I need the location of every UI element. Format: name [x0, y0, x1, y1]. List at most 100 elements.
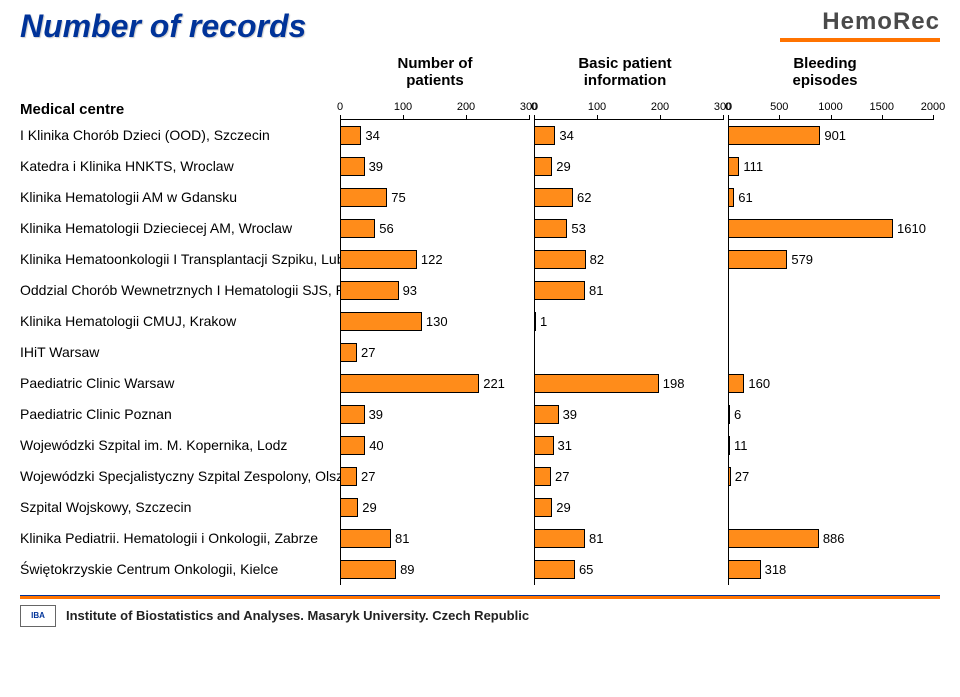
bar-value: 130: [426, 314, 448, 329]
table-row: IHiT Warsaw27: [20, 337, 940, 368]
bar: [340, 281, 399, 300]
data-rows: I Klinika Chorób Dzieci (OOD), Szczecin3…: [20, 120, 940, 585]
cell-baseline: [534, 244, 535, 275]
cell-baseline: [340, 120, 341, 151]
table-row: Świętokrzyskie Centrum Onkologii, Kielce…: [20, 554, 940, 585]
chart-cell: 1: [534, 306, 724, 337]
bar-value: 31: [558, 438, 572, 453]
bar: [340, 343, 357, 362]
bar-value: 75: [391, 190, 405, 205]
cell-baseline: [534, 213, 535, 244]
row-label: Klinika Hematologii AM w Gdansku: [20, 189, 340, 205]
table-row: I Klinika Chorób Dzieci (OOD), Szczecin3…: [20, 120, 940, 151]
chart-cell: 6: [728, 399, 934, 430]
chart-cell: 122: [340, 244, 530, 275]
bar: [534, 126, 555, 145]
chart-cell: 111: [728, 151, 934, 182]
chart-cell: 31: [534, 430, 724, 461]
cell-baseline: [340, 337, 341, 368]
chart-cell: 82: [534, 244, 724, 275]
chart-cell: 27: [728, 461, 934, 492]
bar: [340, 467, 357, 486]
cell-baseline: [340, 151, 341, 182]
chart-cell: 56: [340, 213, 530, 244]
bar-value: 901: [824, 128, 846, 143]
cell-baseline: [340, 368, 341, 399]
bar: [728, 374, 744, 393]
cell-baseline: [340, 399, 341, 430]
cell-baseline: [728, 120, 729, 151]
bar-value: 579: [791, 252, 813, 267]
bar-value: 81: [589, 531, 603, 546]
chart-cell: 1610: [728, 213, 934, 244]
logo-text: HemoRec: [780, 8, 940, 36]
bar: [728, 560, 761, 579]
bar-value: 29: [556, 159, 570, 174]
row-label: Świętokrzyskie Centrum Onkologii, Kielce: [20, 561, 340, 577]
chart-cell: 160: [728, 368, 934, 399]
bar-value: 81: [395, 531, 409, 546]
chart-cell: [728, 306, 934, 337]
table-row: Klinika Hematoonkologii I Transplantacji…: [20, 244, 940, 275]
cell-baseline: [728, 244, 729, 275]
bar: [534, 467, 551, 486]
cell-baseline: [340, 430, 341, 461]
cell-baseline: [340, 492, 341, 523]
cell-baseline: [340, 306, 341, 337]
table-row: Wojewódzki Specjalistyczny Szpital Zespo…: [20, 461, 940, 492]
axis-tick-label: 200: [457, 101, 475, 113]
table-row: Paediatric Clinic Warsaw221198160: [20, 368, 940, 399]
bar: [340, 436, 365, 455]
bar-value: 29: [556, 500, 570, 515]
footer-rule: [20, 595, 940, 599]
bar: [534, 374, 659, 393]
bar-value: 1610: [897, 221, 926, 236]
logo: HemoRec: [780, 8, 940, 42]
axis-row: Medical centre 0100200300 0100200300 050…: [20, 96, 940, 120]
cell-baseline: [728, 306, 729, 337]
bar-value: 82: [590, 252, 604, 267]
col-header-patients: Number ofpatients: [340, 55, 530, 90]
chart-cell: 29: [534, 151, 724, 182]
row-label: Klinika Hematologii CMUJ, Krakow: [20, 313, 340, 329]
axis-tick-label: 100: [588, 101, 606, 113]
bar-value: 34: [559, 128, 573, 143]
bar-value: 27: [735, 469, 749, 484]
table-row: Klinika Hematologii AM w Gdansku756261: [20, 182, 940, 213]
chart-cell: [728, 337, 934, 368]
cell-baseline: [728, 430, 729, 461]
bar-value: 34: [365, 128, 379, 143]
bar: [340, 312, 422, 331]
bar-value: 39: [369, 407, 383, 422]
cell-baseline: [340, 554, 341, 585]
axis-patients: 0100200300: [340, 98, 530, 120]
bar-value: 65: [579, 562, 593, 577]
footer-logo-icon: IBA: [20, 605, 56, 627]
chart-cell: 81: [534, 523, 724, 554]
cell-baseline: [534, 461, 535, 492]
bar: [340, 374, 479, 393]
bar: [340, 529, 391, 548]
chart-cell: 65: [534, 554, 724, 585]
cell-baseline: [534, 399, 535, 430]
cell-baseline: [340, 213, 341, 244]
bar-value: 160: [748, 376, 770, 391]
chart-cell: [534, 337, 724, 368]
bar: [340, 188, 387, 207]
axis-bleeding: 0500100015002000: [728, 98, 934, 120]
bar: [534, 436, 554, 455]
table-row: Klinika Hematologii CMUJ, Krakow 130 1: [20, 306, 940, 337]
bar: [534, 560, 575, 579]
bar-value: 122: [421, 252, 443, 267]
cell-baseline: [340, 461, 341, 492]
bar: [340, 126, 361, 145]
axis-tick-label: 100: [394, 101, 412, 113]
table-row: Oddzial Chorób Wewnetrznych I Hematologi…: [20, 275, 940, 306]
bar-value: 89: [400, 562, 414, 577]
table-row: Szpital Wojskowy, Szczecin2929: [20, 492, 940, 523]
axis-tick-label: 0: [725, 101, 731, 113]
cell-baseline: [728, 368, 729, 399]
cell-baseline: [728, 399, 729, 430]
chart-cell: 318: [728, 554, 934, 585]
cell-baseline: [340, 275, 341, 306]
